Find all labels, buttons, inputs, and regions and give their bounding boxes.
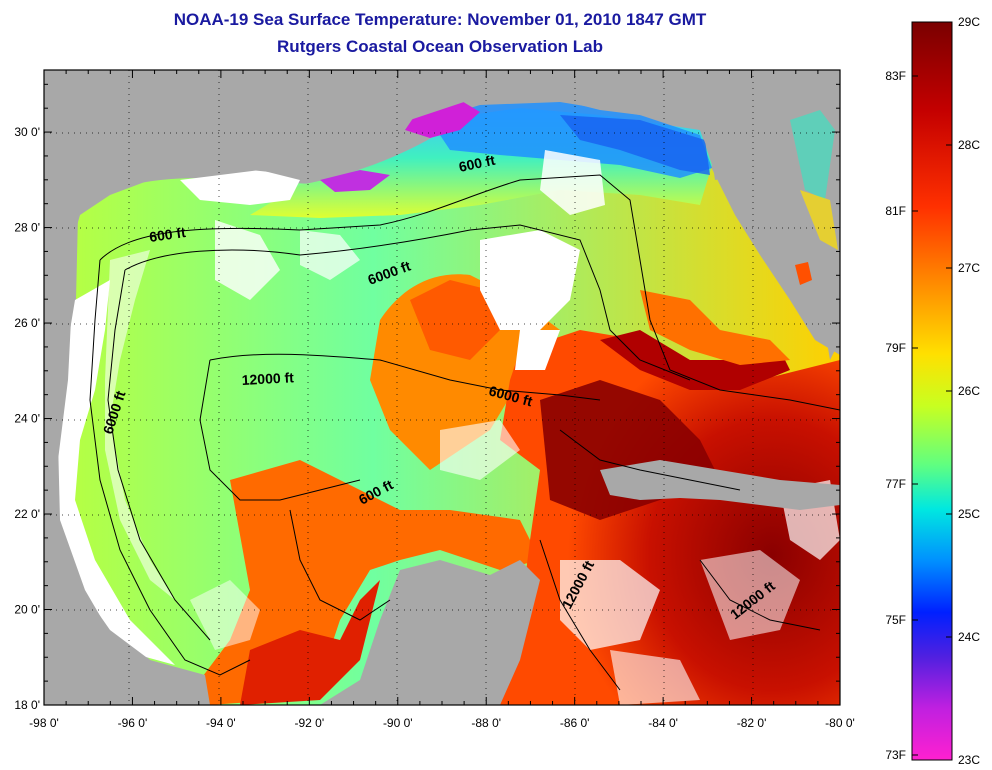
colorbar-fahrenheit-label: 75F (885, 613, 906, 627)
colorbar-celsius-label: 28C (958, 138, 980, 152)
colorbar-celsius-label: 27C (958, 261, 980, 275)
contour-600ft-north (99, 174, 840, 411)
contour-6000ft-west (107, 269, 211, 641)
colorbar-fahrenheit-label: 81F (885, 204, 906, 218)
x-tick-label: -80 0' (825, 716, 855, 730)
y-tick-label: 20 0' (14, 603, 40, 617)
x-tick-label: -90 0' (383, 716, 413, 730)
colorbar-celsius-label: 25C (958, 507, 980, 521)
contour-label-1: 600 ft (148, 224, 187, 245)
x-tick-label: -88 0' (471, 716, 501, 730)
y-tick-label: 28 0' (14, 221, 40, 235)
y-tick-label: 26 0' (14, 316, 40, 330)
y-tick-label: 22 0' (14, 507, 40, 521)
colorbar-fahrenheit-label: 73F (885, 748, 906, 762)
colorbar-fahrenheit-label: 83F (885, 69, 906, 83)
colorbar-fahrenheit-label: 77F (885, 477, 906, 491)
y-tick-label: 30 0' (14, 125, 40, 139)
colorbar-celsius-label: 26C (958, 384, 980, 398)
x-tick-label: -82 0' (737, 716, 767, 730)
colorbar (911, 21, 953, 761)
colorbar-celsius-label: 24C (958, 630, 980, 644)
x-tick-label: -96 0' (118, 716, 148, 730)
contour-6000ft-cuba (559, 429, 741, 491)
x-tick-label: -92 0' (295, 716, 325, 730)
y-tick-label: 24 0' (14, 412, 40, 426)
colorbar-celsius-label: 23C (958, 753, 980, 767)
contour-600ft-campeche (289, 509, 391, 621)
contour-label-2: 600 ft (457, 152, 496, 175)
contour-label-4: 12000 ft (241, 369, 294, 388)
y-tick-label: 18 0' (14, 698, 40, 712)
sst-field: 600 ft 600 ft 6000 ft 12000 ft 6000 ft 6… (44, 70, 840, 705)
contour-12000ft-cayman (699, 559, 821, 631)
x-tick-label: -98 0' (29, 716, 59, 730)
colorbar-fahrenheit-label: 79F (885, 341, 906, 355)
map-title: NOAA-19 Sea Surface Temperature: Novembe… (173, 10, 707, 29)
x-tick-label: -84 0' (648, 716, 678, 730)
map-subtitle: Rutgers Coastal Ocean Observation Lab (277, 37, 603, 56)
contour-12000ft-yucatan (539, 539, 621, 691)
contour-600ft-west (89, 259, 251, 676)
contour-6000ft-north (124, 224, 691, 381)
x-tick-label: -86 0' (560, 716, 590, 730)
x-tick-label: -94 0' (206, 716, 236, 730)
contour-12000ft (209, 353, 601, 401)
colorbar-celsius-label: 29C (958, 15, 980, 29)
